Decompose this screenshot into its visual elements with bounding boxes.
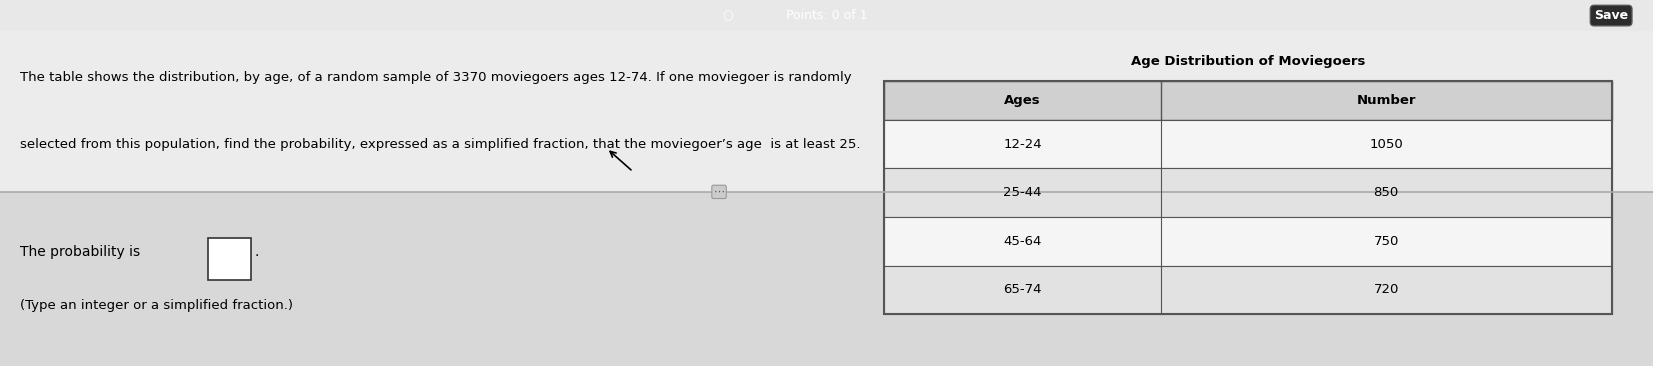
Text: (Type an integer or a simplified fraction.): (Type an integer or a simplified fractio… — [20, 299, 293, 312]
Text: The probability is: The probability is — [20, 246, 141, 259]
Text: 1050: 1050 — [1369, 138, 1403, 151]
Text: 25-44: 25-44 — [1003, 186, 1041, 199]
Text: The table shows the distribution, by age, of a random sample of 3370 moviegoers : The table shows the distribution, by age… — [20, 71, 851, 84]
Text: 45-64: 45-64 — [1003, 235, 1041, 248]
FancyBboxPatch shape — [208, 238, 251, 280]
Text: selected from this population, find the probability, expressed as a simplified f: selected from this population, find the … — [20, 138, 860, 151]
Text: 12-24: 12-24 — [1003, 138, 1041, 151]
FancyBboxPatch shape — [884, 217, 1612, 266]
Text: 850: 850 — [1374, 186, 1398, 199]
Text: ○: ○ — [722, 9, 732, 22]
Text: 750: 750 — [1374, 235, 1398, 248]
FancyBboxPatch shape — [884, 81, 1612, 120]
Text: Number: Number — [1357, 94, 1417, 107]
FancyBboxPatch shape — [884, 120, 1612, 168]
Text: .: . — [255, 246, 260, 259]
Text: Age Distribution of Moviegoers: Age Distribution of Moviegoers — [1131, 55, 1365, 68]
FancyBboxPatch shape — [0, 31, 1653, 192]
Text: Points: 0 of 1: Points: 0 of 1 — [785, 9, 868, 22]
FancyBboxPatch shape — [0, 192, 1653, 366]
Text: ⋯: ⋯ — [714, 187, 724, 197]
FancyBboxPatch shape — [884, 168, 1612, 217]
Text: 720: 720 — [1374, 283, 1398, 296]
Text: Ages: Ages — [1005, 94, 1041, 107]
Text: 65-74: 65-74 — [1003, 283, 1041, 296]
Text: Save: Save — [1593, 9, 1628, 22]
FancyBboxPatch shape — [884, 266, 1612, 314]
